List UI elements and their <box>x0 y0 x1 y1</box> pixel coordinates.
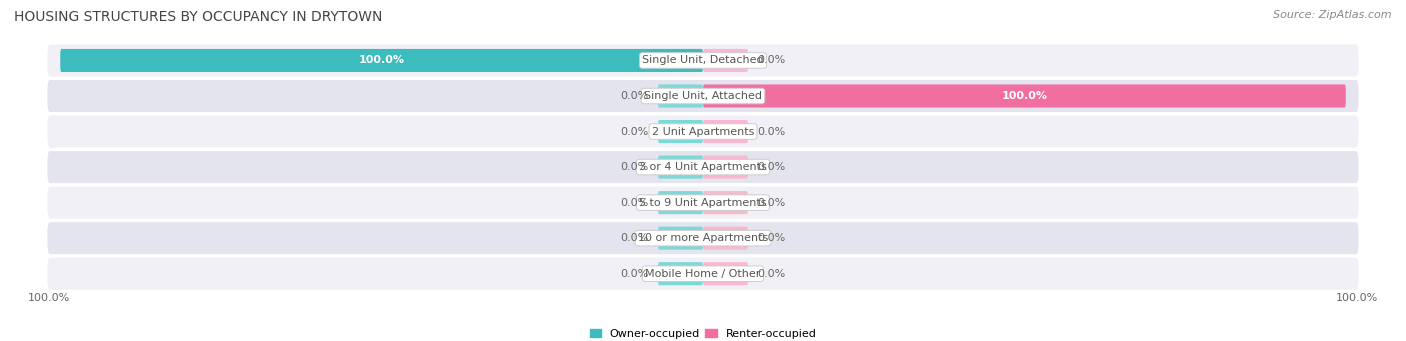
FancyBboxPatch shape <box>658 120 703 143</box>
Text: 100.0%: 100.0% <box>1336 293 1378 303</box>
FancyBboxPatch shape <box>703 85 1346 107</box>
FancyBboxPatch shape <box>48 187 1358 219</box>
Text: 0.0%: 0.0% <box>620 269 648 279</box>
Text: 0.0%: 0.0% <box>620 233 648 243</box>
Legend: Owner-occupied, Renter-occupied: Owner-occupied, Renter-occupied <box>585 324 821 341</box>
FancyBboxPatch shape <box>703 49 748 72</box>
FancyBboxPatch shape <box>48 222 1358 254</box>
Text: 3 or 4 Unit Apartments: 3 or 4 Unit Apartments <box>640 162 766 172</box>
FancyBboxPatch shape <box>658 227 703 250</box>
Text: HOUSING STRUCTURES BY OCCUPANCY IN DRYTOWN: HOUSING STRUCTURES BY OCCUPANCY IN DRYTO… <box>14 10 382 24</box>
Text: 100.0%: 100.0% <box>1001 91 1047 101</box>
Text: Single Unit, Detached: Single Unit, Detached <box>643 56 763 65</box>
Text: 2 Unit Apartments: 2 Unit Apartments <box>652 127 754 136</box>
Text: 0.0%: 0.0% <box>758 162 786 172</box>
Text: 0.0%: 0.0% <box>620 162 648 172</box>
FancyBboxPatch shape <box>48 116 1358 148</box>
FancyBboxPatch shape <box>48 80 1358 112</box>
FancyBboxPatch shape <box>658 85 703 107</box>
Text: 0.0%: 0.0% <box>620 91 648 101</box>
FancyBboxPatch shape <box>658 262 703 285</box>
FancyBboxPatch shape <box>48 258 1358 290</box>
Text: 10 or more Apartments: 10 or more Apartments <box>638 233 768 243</box>
FancyBboxPatch shape <box>658 191 703 214</box>
Text: 0.0%: 0.0% <box>758 198 786 208</box>
FancyBboxPatch shape <box>703 227 748 250</box>
Text: 0.0%: 0.0% <box>758 127 786 136</box>
Text: 0.0%: 0.0% <box>758 269 786 279</box>
FancyBboxPatch shape <box>703 262 748 285</box>
Text: 0.0%: 0.0% <box>620 198 648 208</box>
Text: Single Unit, Attached: Single Unit, Attached <box>644 91 762 101</box>
FancyBboxPatch shape <box>703 191 748 214</box>
FancyBboxPatch shape <box>703 155 748 179</box>
Text: 100.0%: 100.0% <box>359 56 405 65</box>
Text: 5 to 9 Unit Apartments: 5 to 9 Unit Apartments <box>640 198 766 208</box>
FancyBboxPatch shape <box>658 155 703 179</box>
Text: 0.0%: 0.0% <box>758 56 786 65</box>
FancyBboxPatch shape <box>60 49 703 72</box>
Text: 0.0%: 0.0% <box>620 127 648 136</box>
Text: 100.0%: 100.0% <box>28 293 70 303</box>
Text: 0.0%: 0.0% <box>758 233 786 243</box>
Text: Mobile Home / Other: Mobile Home / Other <box>645 269 761 279</box>
Text: Source: ZipAtlas.com: Source: ZipAtlas.com <box>1274 10 1392 20</box>
FancyBboxPatch shape <box>48 44 1358 76</box>
FancyBboxPatch shape <box>48 151 1358 183</box>
FancyBboxPatch shape <box>703 120 748 143</box>
